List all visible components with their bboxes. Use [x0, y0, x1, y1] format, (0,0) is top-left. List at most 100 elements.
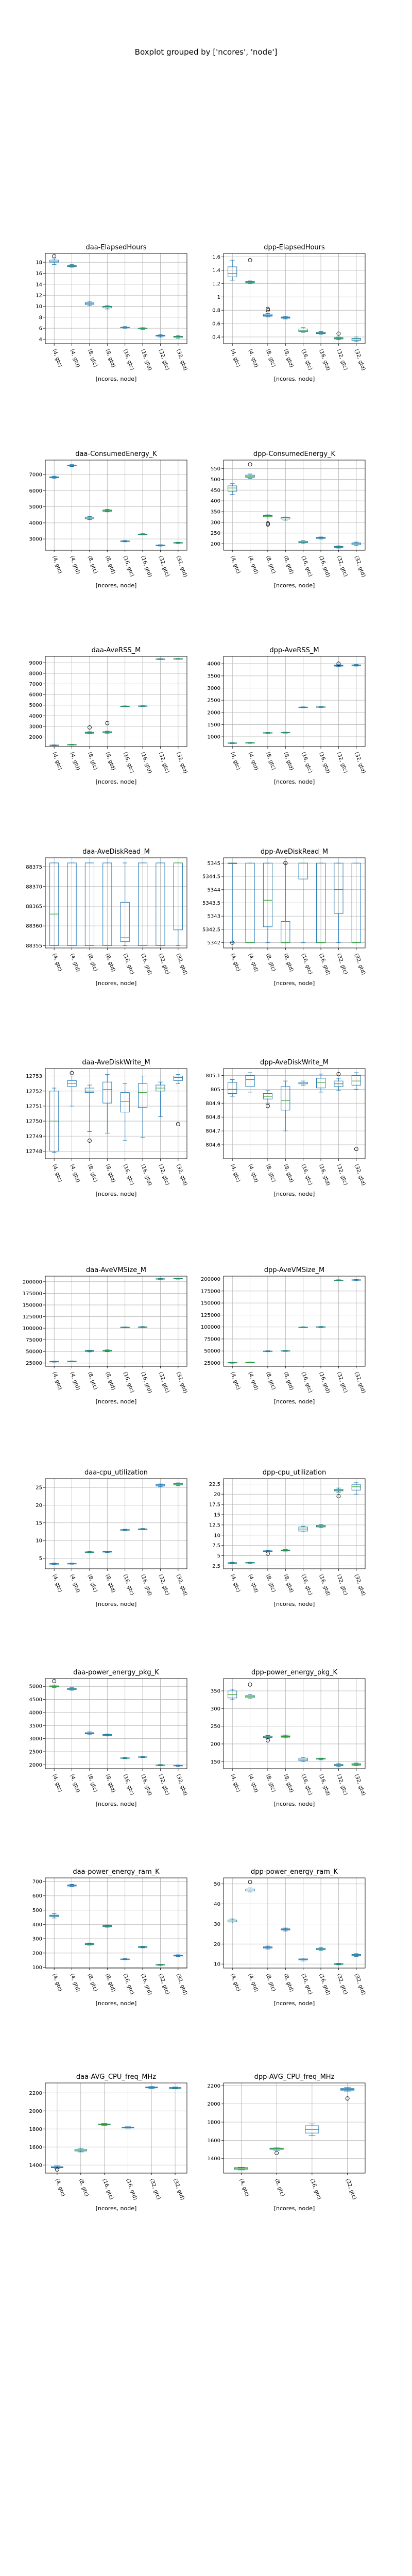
- x-tick-label: (16, gtc): [122, 953, 135, 975]
- x-tick-label: (4, gtc): [51, 1773, 63, 1793]
- box-4-gtc: [228, 1562, 237, 1564]
- subplot-dpp-avediskread-m: dpp-AveDiskRead_M 5342 5342.5 5343 5343.5 534…: [202, 848, 366, 987]
- y-tick-label: 5343: [208, 914, 220, 920]
- box-8-gtc: [84, 1942, 95, 1946]
- y-tick-label: 20: [214, 1492, 220, 1498]
- flier-point: [265, 521, 270, 526]
- y-tick-label: 88365: [26, 904, 42, 909]
- iqr-box: [84, 1088, 95, 1093]
- x-tick-label: (4, gtd): [247, 751, 259, 771]
- box-16-gtd: [138, 862, 148, 946]
- subplot-dpp-avg-cpu-freq-mhz: dpp-AVG_CPU_freq_MHz 1400 1600 1800 2000 2200…: [208, 2073, 366, 2212]
- box-8-gtd: [281, 1735, 290, 1738]
- subplot-title: dpp-AveDiskWrite_M: [260, 1059, 329, 1066]
- x-axis-label: [ncores, node]: [96, 582, 137, 589]
- y-tick-label: 5344.5: [202, 874, 220, 880]
- box-32-gtd: [351, 1072, 361, 1151]
- x-tick-label: (4, gtc): [51, 555, 63, 574]
- x-tick-label: (8, gtc): [87, 1163, 98, 1183]
- flier-point: [176, 1122, 180, 1126]
- y-tick-label: 150000: [201, 1301, 220, 1307]
- x-tick-label: (16, gtd): [140, 953, 152, 976]
- y-tick-label: 1.2: [212, 281, 220, 287]
- subplot-daa-avediskread-m: daa-AveDiskRead_M 88355 88360 88365 88370 883…: [26, 848, 188, 987]
- box-32-gtc: [340, 2087, 355, 2101]
- y-tick-label: 550: [211, 466, 220, 472]
- box-4-gtc: [228, 260, 237, 281]
- y-tick-label: 200: [211, 541, 220, 547]
- axes-frame: [45, 2082, 187, 2174]
- x-tick-label: (4, gtd): [69, 555, 81, 575]
- box-8-gtd: [281, 316, 290, 319]
- iqr-box: [173, 1076, 183, 1081]
- x-tick-label: (32, gtd): [353, 348, 366, 371]
- x-tick-label: (8, gtc): [265, 555, 277, 574]
- box-32-gtc: [334, 331, 344, 340]
- flier-point: [265, 1738, 270, 1743]
- box-4-gtd: [67, 464, 77, 467]
- x-axis-label: [ncores, node]: [274, 778, 315, 785]
- iqr-box: [120, 902, 130, 942]
- x-tick-label: (16, gtc): [122, 1973, 135, 1995]
- axes-frame: [45, 1478, 187, 1569]
- box-4-gtc: [228, 483, 237, 495]
- x-tick-label: (4, gtc): [229, 1371, 241, 1391]
- y-tick-label: 25: [36, 1485, 42, 1491]
- x-tick-label: (8, gtc): [265, 1163, 277, 1183]
- x-tick-label: (16, gtd): [140, 1973, 152, 1996]
- box-4-gtd: [67, 744, 77, 745]
- flier-point: [87, 725, 92, 730]
- axes-frame: [223, 253, 366, 344]
- x-axis-label: [ncores, node]: [274, 2205, 315, 2212]
- box-8-gtd: [281, 732, 290, 734]
- x-axis-label: [ncores, node]: [96, 1801, 137, 1807]
- x-tick-label: (32, gtc): [148, 2178, 161, 2200]
- box-4-gtd: [245, 258, 255, 284]
- x-tick-label: (32, gtd): [353, 555, 366, 578]
- subplot-daa-avediskwrite-m: daa-AveDiskWrite_M 12748 12749 12750 12751 12…: [26, 1059, 188, 1197]
- x-tick-label: (16, gtd): [140, 1371, 152, 1394]
- box-4-gtc: [228, 1919, 237, 1923]
- box-4-gtd: [245, 1072, 255, 1093]
- y-tick-label: 4500: [29, 1697, 42, 1703]
- iqr-box: [316, 1078, 326, 1089]
- box-32-gtd: [173, 1278, 183, 1280]
- box-8-gtd: [102, 1924, 112, 1928]
- y-tick-label: 7000: [29, 472, 42, 478]
- x-tick-label: (32, gtd): [353, 1573, 366, 1597]
- flier-point: [336, 1072, 341, 1076]
- x-axis-label: [ncores, node]: [274, 582, 315, 589]
- box-32-gtd: [173, 1954, 183, 1957]
- x-axis-label: [ncores, node]: [96, 1398, 137, 1405]
- subplot-dpp-power-energy-ram-k: dpp-power_energy_ram_K 10 20 30 40 50 (4, gtc)…: [214, 1868, 366, 2007]
- y-tick-label: 0.6: [212, 321, 220, 327]
- x-tick-label: (32, gtd): [175, 1163, 188, 1187]
- x-tick-label: (16, gtc): [300, 1573, 313, 1596]
- y-tick-label: 100000: [201, 1325, 220, 1330]
- subplot-title: daa-AveVMSize_M: [86, 1266, 146, 1274]
- box-8-gtc: [263, 1550, 273, 1556]
- y-tick-label: 25000: [26, 1361, 42, 1366]
- y-tick-label: 25000: [204, 1361, 220, 1366]
- x-tick-label: (32, gtd): [353, 1973, 366, 1996]
- x-tick-label: (32, gtc): [336, 348, 349, 371]
- y-tick-label: 7.5: [212, 1543, 220, 1549]
- box-16-gtc: [120, 705, 130, 707]
- y-tick-label: 400: [32, 1922, 42, 1928]
- y-tick-label: 8: [39, 315, 42, 320]
- x-tick-label: (32, gtd): [175, 348, 188, 371]
- box-16-gtc: [298, 327, 308, 333]
- box-16-gtc: [120, 1529, 130, 1531]
- axes-frame: [223, 1478, 366, 1569]
- y-tick-label: 4000: [208, 662, 220, 667]
- box-8-gtd: [102, 305, 112, 310]
- x-tick-label: (4, gtd): [69, 1371, 81, 1391]
- subplot-daa-power-energy-ram-k: daa-power_energy_ram_K 100 200 300 400 500 600…: [32, 1868, 188, 2007]
- box-4-gtd: [67, 264, 77, 268]
- box-8-gtc: [263, 307, 273, 317]
- box-4-gtd: [245, 1362, 255, 1363]
- x-tick-label: (8, gtc): [265, 953, 277, 972]
- box-16-gtc: [298, 1958, 308, 1961]
- x-axis-label: [ncores, node]: [274, 1191, 315, 1197]
- y-tick-label: 4000: [29, 1710, 42, 1716]
